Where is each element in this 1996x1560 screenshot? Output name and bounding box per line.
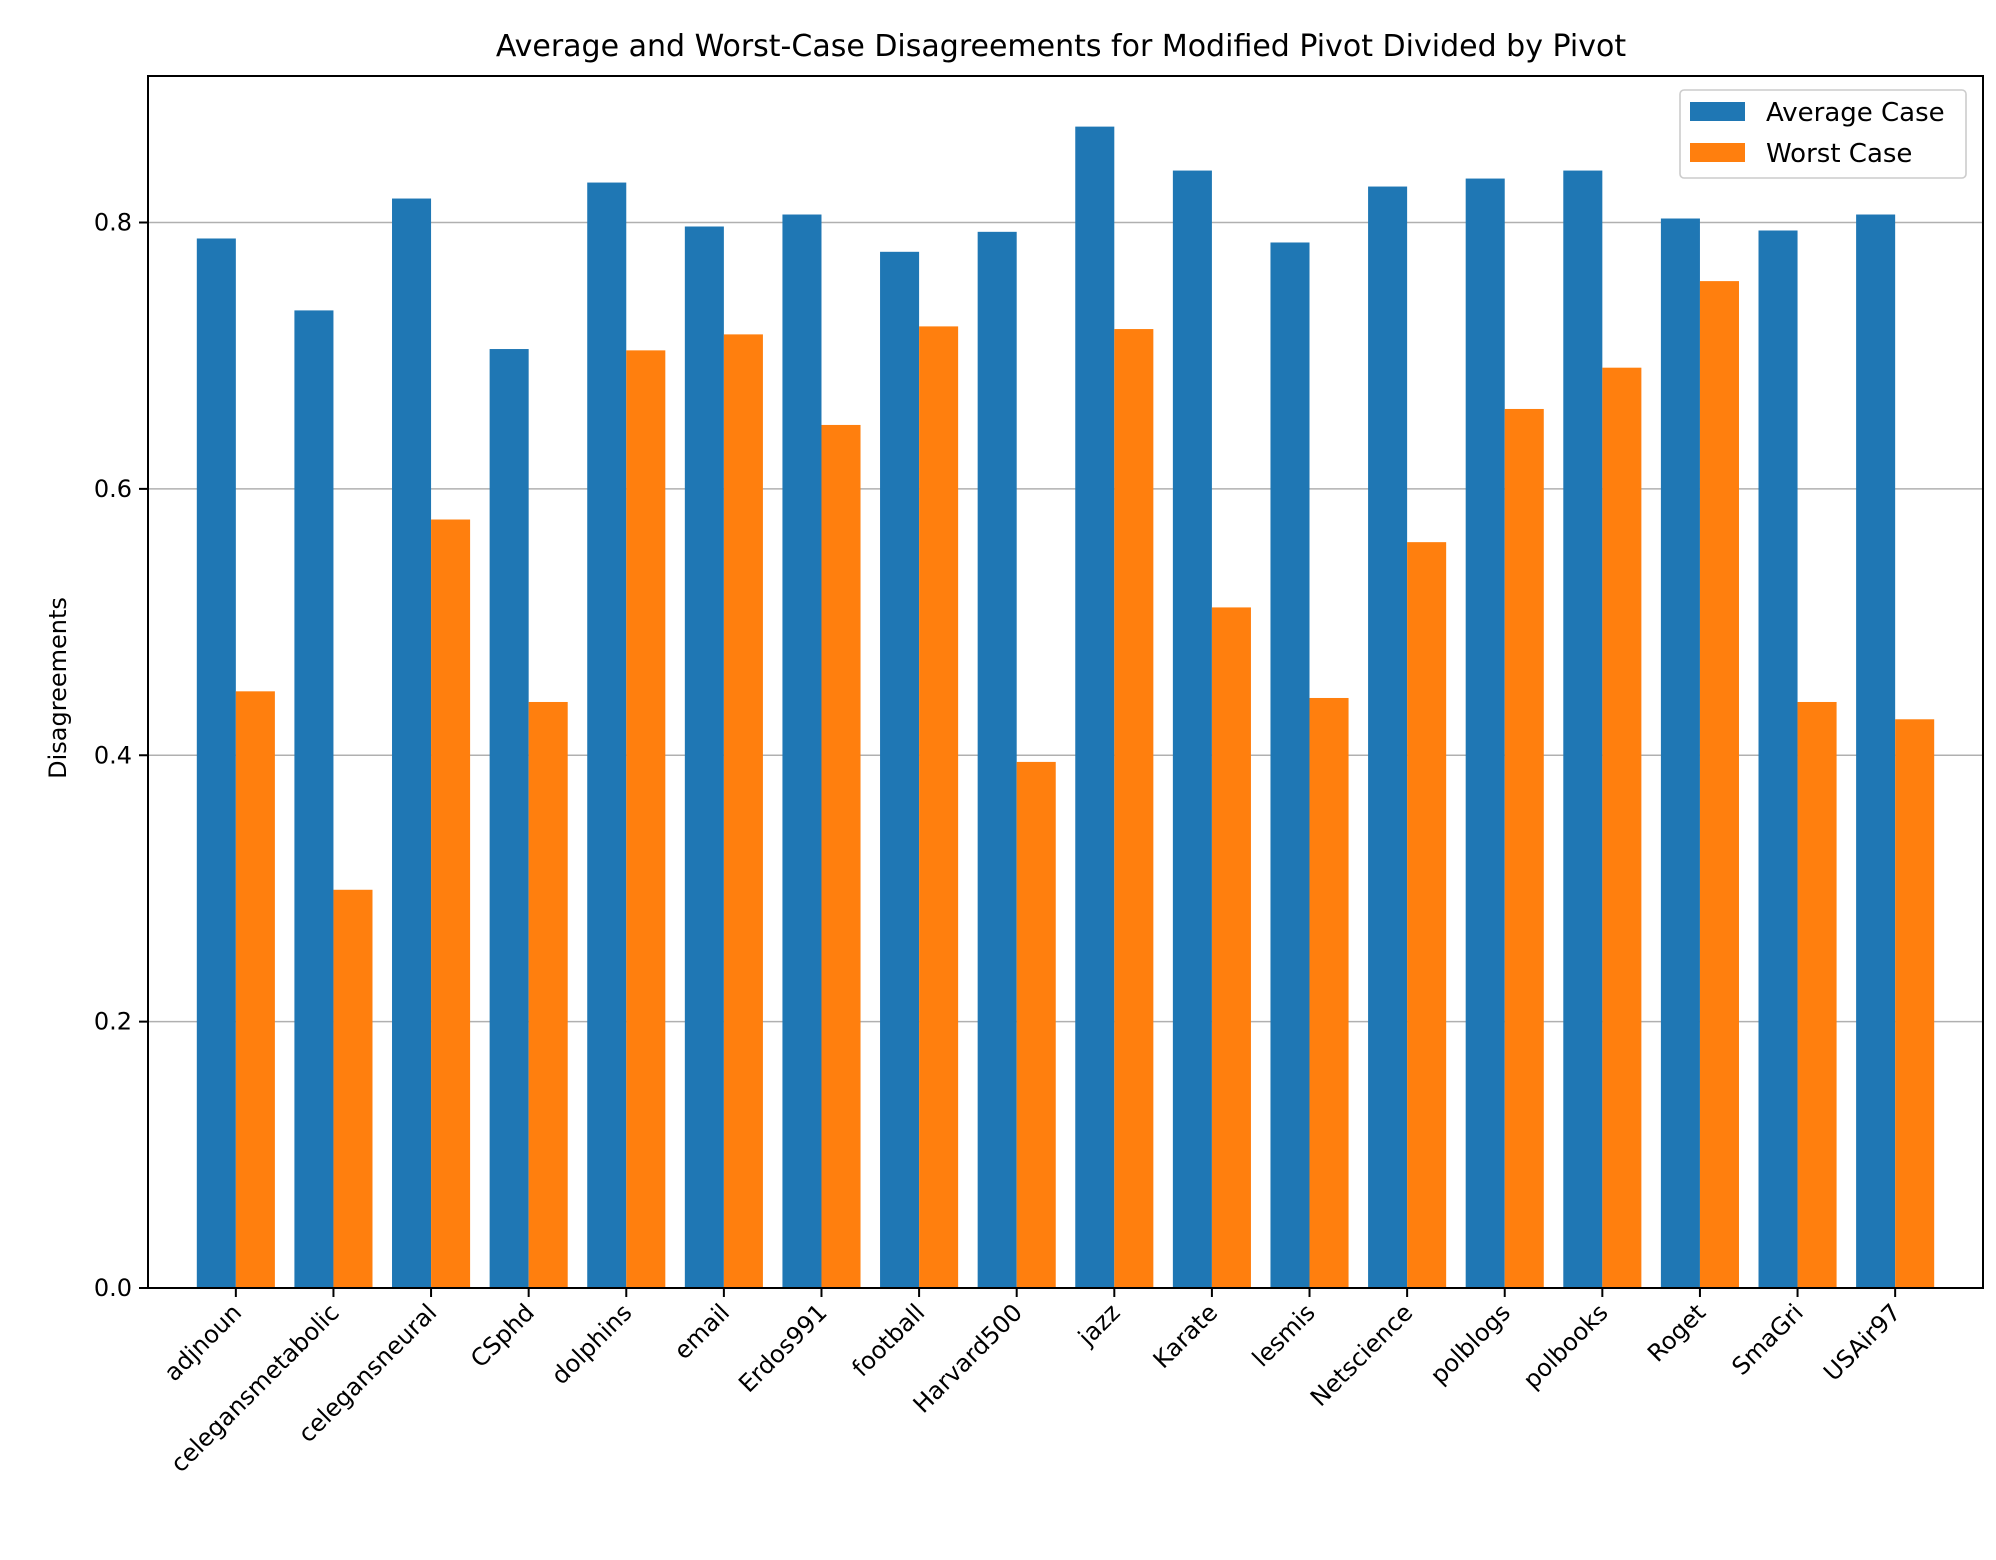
bar-worst-adjnoun bbox=[235, 691, 275, 1288]
bar-average-Erdos991 bbox=[782, 214, 822, 1288]
y-tick-label-3: 0.6 bbox=[94, 475, 132, 503]
x-tick-label-polbooks: polbooks bbox=[1518, 1298, 1614, 1394]
legend-box bbox=[1679, 89, 1967, 179]
bar-average-USAir97 bbox=[1856, 214, 1896, 1288]
bars bbox=[196, 126, 1935, 1289]
bar-average-lesmis bbox=[1270, 242, 1310, 1288]
bar-average-dolphins bbox=[587, 182, 627, 1289]
x-tick-label-polblogs: polblogs bbox=[1425, 1298, 1516, 1389]
bar-worst-Harvard500 bbox=[1016, 761, 1056, 1288]
x-tick-label-CSphd: CSphd bbox=[465, 1298, 540, 1373]
bar-worst-Karate bbox=[1211, 607, 1251, 1288]
bar-average-adjnoun bbox=[196, 238, 236, 1288]
bar-worst-SmaGri bbox=[1797, 701, 1837, 1288]
bar-worst-USAir97 bbox=[1895, 719, 1935, 1288]
axes-frame bbox=[147, 75, 1984, 1289]
x-tick-label-Karate: Karate bbox=[1148, 1298, 1224, 1374]
x-tick-label-Erdos991: Erdos991 bbox=[733, 1298, 833, 1398]
bar-worst-Netscience bbox=[1407, 542, 1447, 1288]
y-axis-label: Disagreements bbox=[44, 597, 72, 779]
x-tick-label-celegansmetabolic: celegansmetabolic bbox=[165, 1298, 344, 1477]
x-tick-label-Roget: Roget bbox=[1642, 1298, 1711, 1367]
bar-worst-polblogs bbox=[1504, 408, 1544, 1288]
y-tick-label-1: 0.2 bbox=[94, 1008, 132, 1036]
bar-average-Roget bbox=[1660, 218, 1700, 1288]
bar-worst-Erdos991 bbox=[821, 424, 861, 1288]
x-tick-label-football: football bbox=[847, 1298, 931, 1382]
bar-worst-celegansneural bbox=[431, 519, 471, 1288]
legend-label-average: Average Case bbox=[1766, 98, 1945, 128]
y-tick-label-2: 0.4 bbox=[94, 741, 132, 769]
x-tick-label-adjnoun: adjnoun bbox=[159, 1298, 247, 1386]
bar-average-polblogs bbox=[1465, 178, 1505, 1289]
bar-worst-football bbox=[919, 326, 959, 1288]
bar-worst-polbooks bbox=[1602, 367, 1642, 1289]
x-tick-label-dolphins: dolphins bbox=[546, 1298, 638, 1390]
bar-average-celegansmetabolic bbox=[294, 310, 334, 1288]
x-tick-label-USAir97: USAir97 bbox=[1818, 1298, 1906, 1386]
legend: Average Case Worst Case bbox=[1679, 89, 1967, 179]
bar-worst-jazz bbox=[1114, 329, 1154, 1288]
legend-swatch-worst bbox=[1690, 143, 1745, 162]
bar-average-email bbox=[684, 226, 724, 1288]
x-tick-label-lesmis: lesmis bbox=[1247, 1298, 1321, 1372]
bar-average-Harvard500 bbox=[977, 231, 1017, 1288]
bar-average-jazz bbox=[1075, 126, 1115, 1289]
bar-average-CSphd bbox=[489, 349, 529, 1288]
legend-label-worst: Worst Case bbox=[1766, 139, 1912, 169]
bar-average-polbooks bbox=[1563, 170, 1603, 1289]
x-tick-label-email: email bbox=[669, 1298, 736, 1365]
bar-worst-email bbox=[723, 334, 763, 1288]
bar-worst-lesmis bbox=[1309, 697, 1349, 1288]
bar-average-celegansneural bbox=[392, 198, 432, 1289]
bar-worst-celegansmetabolic bbox=[333, 889, 373, 1288]
bar-average-football bbox=[880, 251, 920, 1288]
x-tick-label-Netscience: Netscience bbox=[1305, 1298, 1418, 1411]
y-tick-label-0: 0.0 bbox=[94, 1274, 132, 1302]
bar-worst-Roget bbox=[1699, 281, 1739, 1289]
chart-title: Average and Worst-Case Disagreements for… bbox=[496, 29, 1626, 64]
bar-worst-CSphd bbox=[528, 701, 568, 1288]
bar-average-Netscience bbox=[1368, 186, 1408, 1289]
x-tick-label-jazz: jazz bbox=[1072, 1298, 1125, 1351]
y-tick-label-4: 0.8 bbox=[94, 209, 132, 237]
bar-worst-dolphins bbox=[626, 350, 666, 1288]
x-tick-label-SmaGri: SmaGri bbox=[1726, 1298, 1808, 1380]
bar-average-SmaGri bbox=[1758, 230, 1798, 1288]
bar-average-Karate bbox=[1172, 170, 1212, 1289]
legend-swatch-average bbox=[1690, 102, 1745, 121]
